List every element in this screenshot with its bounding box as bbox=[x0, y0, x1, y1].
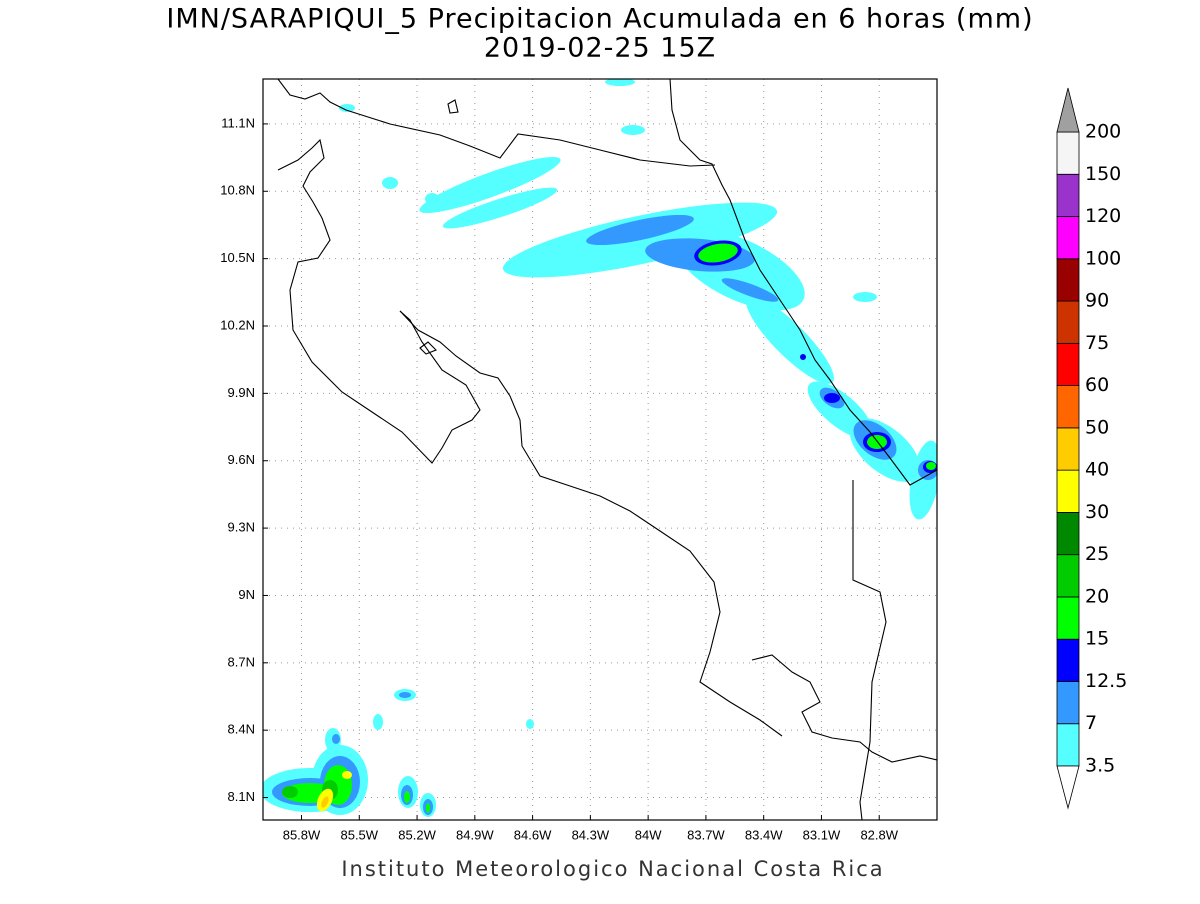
colorbar-segment bbox=[1056, 638, 1080, 682]
y-tick-label: 8.7N bbox=[228, 654, 255, 669]
x-tick-label: 84.6W bbox=[514, 827, 552, 842]
y-tick-label: 8.1N bbox=[228, 789, 255, 804]
x-tick-label: 83.1W bbox=[803, 827, 841, 842]
colorbar-label: 150 bbox=[1085, 163, 1121, 185]
colorbar-segment bbox=[1056, 554, 1080, 598]
colorbar-segment bbox=[1056, 385, 1080, 429]
colorbar-label: 50 bbox=[1085, 416, 1109, 438]
colorbar-segment bbox=[1056, 216, 1080, 260]
x-tick-label: 84.3W bbox=[572, 827, 610, 842]
colorbar-over bbox=[1056, 87, 1080, 133]
y-tick-label: 10.5N bbox=[220, 250, 255, 265]
colorbar-label: 100 bbox=[1085, 247, 1121, 269]
y-tick-label: 11.1N bbox=[221, 115, 255, 130]
x-tick-label: 85.8W bbox=[283, 827, 321, 842]
subtitle: 2019-02-25 15Z bbox=[484, 33, 716, 64]
x-tick-label: 85.5W bbox=[340, 827, 378, 842]
grid bbox=[263, 79, 937, 820]
x-tick-label: 82.8W bbox=[860, 827, 898, 842]
x-tick-label: 83.4W bbox=[745, 827, 783, 842]
colorbar-label: 75 bbox=[1085, 332, 1109, 354]
colorbar-segment bbox=[1056, 173, 1080, 217]
colorbar-segment bbox=[1056, 723, 1080, 767]
colorbar-segment bbox=[1056, 342, 1080, 387]
colorbar-label: 60 bbox=[1085, 374, 1109, 396]
colorbar-segment bbox=[1056, 258, 1080, 302]
y-tick-label: 9.9N bbox=[228, 385, 255, 400]
colorbar-segment bbox=[1056, 512, 1080, 556]
y-tick-label: 9.3N bbox=[228, 520, 255, 535]
colorbar-label: 200 bbox=[1085, 121, 1121, 143]
colorbar-segment bbox=[1056, 596, 1080, 640]
y-tick-label: 8.4N bbox=[228, 722, 255, 737]
colorbar-label: 3.5 bbox=[1085, 755, 1115, 777]
x-tick-label: 83.7W bbox=[687, 827, 725, 842]
colorbar-label: 40 bbox=[1085, 459, 1109, 481]
colorbar-label: 120 bbox=[1085, 205, 1121, 227]
x-tick-label: 85.2W bbox=[398, 827, 436, 842]
footer: Instituto Meteorologico Nacional Costa R… bbox=[341, 857, 884, 881]
y-tick-label: 9.6N bbox=[228, 452, 255, 467]
colorbar: 3.5 7 12.5 15 20 25 30 40 50 60 75 90 100 120 150 200 bbox=[1056, 87, 1127, 810]
colorbar-segment bbox=[1056, 131, 1080, 175]
colorbar-label: 25 bbox=[1085, 543, 1109, 565]
y-tick-label: 10.2N bbox=[220, 317, 255, 332]
colorbar-segment bbox=[1056, 300, 1080, 344]
map-frame bbox=[262, 78, 938, 821]
x-tick-label: 84W bbox=[635, 827, 662, 842]
colorbar-label: 12.5 bbox=[1085, 670, 1127, 692]
colorbar-label: 30 bbox=[1085, 501, 1109, 523]
x-tick-label: 84.9W bbox=[456, 827, 494, 842]
title: IMN/SARAPIQUI_5 Precipitacion Acumulada … bbox=[166, 4, 1033, 35]
colorbar-label: 20 bbox=[1085, 585, 1109, 607]
colorbar-label: 7 bbox=[1085, 712, 1097, 734]
y-tick-label: 10.8N bbox=[220, 183, 255, 198]
colorbar-segment bbox=[1056, 681, 1080, 725]
colorbar-segment bbox=[1056, 427, 1080, 471]
colorbar-label: 90 bbox=[1085, 290, 1109, 312]
colorbar-segment bbox=[1056, 469, 1080, 513]
y-tick-label: 9N bbox=[238, 587, 255, 602]
precipitation bbox=[263, 79, 937, 817]
coastline bbox=[277, 79, 937, 820]
colorbar-under bbox=[1056, 765, 1080, 810]
colorbar-label: 15 bbox=[1085, 628, 1109, 650]
